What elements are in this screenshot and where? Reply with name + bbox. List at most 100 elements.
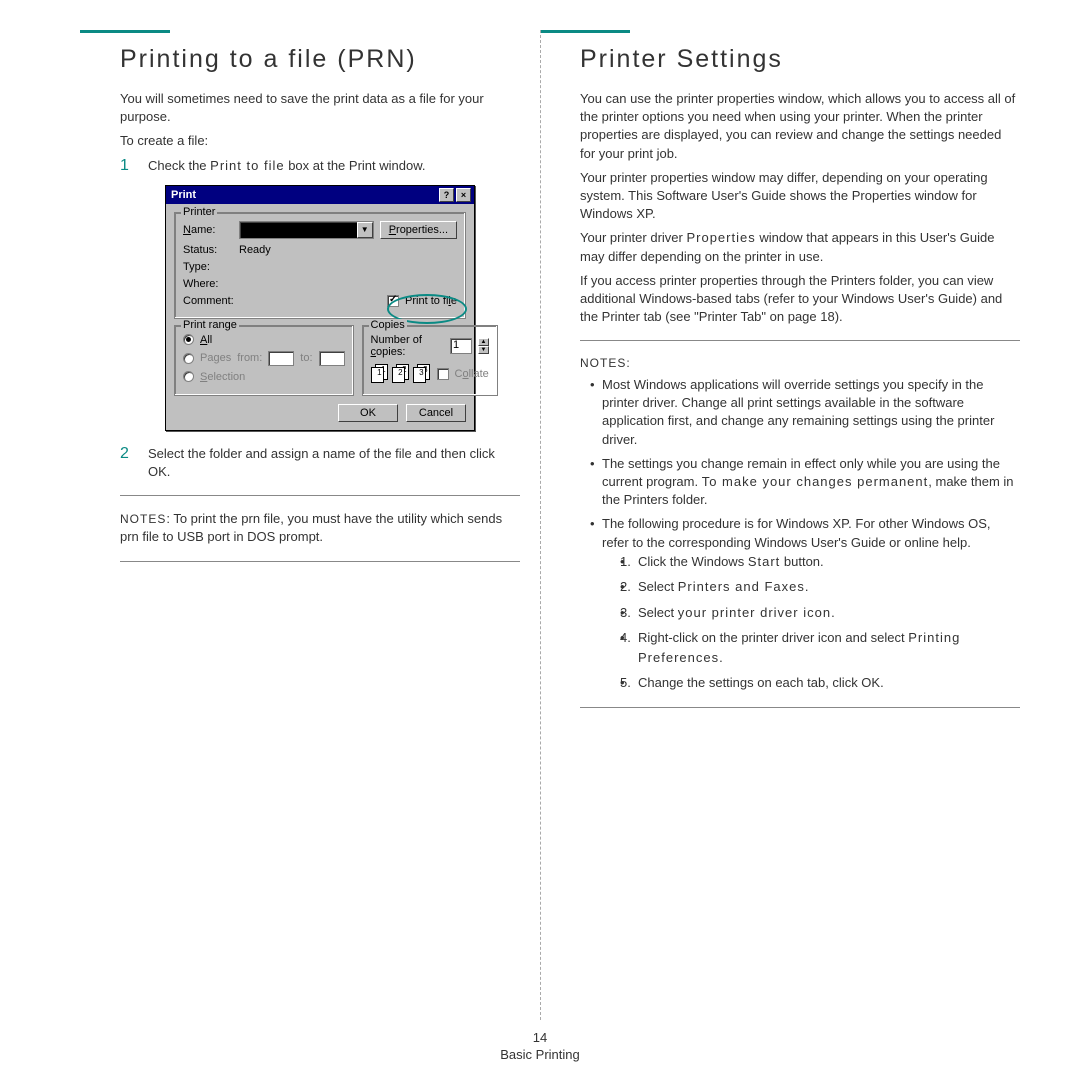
print-dialog: Print ? × Printer Name: ▼ Properties... … bbox=[165, 185, 475, 431]
from-label: from: bbox=[237, 352, 262, 364]
close-button[interactable]: × bbox=[456, 188, 471, 202]
notes-text: : To print the prn file, you must have t… bbox=[120, 511, 502, 544]
s4c: . bbox=[719, 650, 723, 665]
step1-pre: Check the bbox=[148, 158, 210, 173]
combo-arrow-icon[interactable]: ▼ bbox=[357, 222, 373, 238]
b2b: To make your changes permanent bbox=[702, 474, 929, 489]
pages-label: Pages bbox=[200, 352, 231, 364]
num-copies-label: Number of copies: bbox=[371, 334, 439, 358]
notes-label-right: NOTES: bbox=[580, 355, 1020, 372]
s1b: Start bbox=[748, 554, 780, 569]
copies-input[interactable]: 1 bbox=[450, 338, 472, 354]
divider-r2 bbox=[580, 707, 1020, 708]
p4: If you access printer properties through… bbox=[580, 272, 1020, 327]
left-column: Printing to a file (PRN) You will someti… bbox=[40, 30, 540, 960]
type-label: Type: bbox=[183, 261, 233, 273]
intro-text: You will sometimes need to save the prin… bbox=[120, 90, 520, 126]
copies-group: Copies Number of copies: 1 ▲▼ 11 22 33 bbox=[362, 325, 498, 396]
page-number: 14 bbox=[0, 1030, 1080, 1045]
step-1-text: Check the Print to file box at the Print… bbox=[148, 157, 426, 175]
step-1: 1 Check the Print to file box at the Pri… bbox=[120, 157, 520, 175]
collate-checkbox[interactable] bbox=[437, 368, 449, 380]
dialog-title: Print bbox=[169, 189, 437, 201]
p3: Your printer driver Properties window th… bbox=[580, 229, 1020, 265]
p3b: Properties bbox=[686, 230, 755, 245]
print-range-group: Print range All Pages from: to: Selectio… bbox=[174, 325, 354, 396]
notes-label: NOTES bbox=[120, 512, 166, 526]
collate-label: Collate bbox=[455, 368, 489, 380]
properties-button[interactable]: Properties... bbox=[380, 221, 457, 239]
heading-left: Printing to a file (PRN) bbox=[120, 45, 520, 74]
bullet-1: Most Windows applications will override … bbox=[590, 376, 1020, 449]
step-2: 2 Select the folder and assign a name of… bbox=[120, 445, 520, 481]
s4a: Right-click on the printer driver icon a… bbox=[638, 630, 908, 645]
s3c: . bbox=[831, 605, 835, 620]
printer-legend: Printer bbox=[181, 206, 217, 218]
to-label: to: bbox=[300, 352, 312, 364]
printer-group: Printer Name: ▼ Properties... Status:Rea… bbox=[174, 212, 466, 319]
collate-icons: 11 22 33 bbox=[371, 364, 431, 384]
proc-5: 5.Change the settings on each tab, click… bbox=[620, 673, 1020, 693]
bullet-3: The following procedure is for Windows X… bbox=[590, 515, 1020, 692]
divider-line bbox=[120, 495, 520, 496]
step-number: 1 bbox=[120, 157, 134, 175]
dialog-titlebar: Print ? × bbox=[166, 186, 474, 204]
ok-button[interactable]: OK bbox=[338, 404, 398, 422]
s1c: button. bbox=[780, 554, 823, 569]
dialog-button-row: OK Cancel bbox=[174, 402, 466, 424]
selection-label: Selection bbox=[200, 371, 245, 383]
where-label: Where: bbox=[183, 278, 233, 290]
s2c: . bbox=[805, 579, 809, 594]
copies-legend: Copies bbox=[369, 319, 407, 331]
column-divider bbox=[540, 30, 541, 1020]
p2: Your printer properties window may diffe… bbox=[580, 169, 1020, 224]
proc-4: 4.Right-click on the printer driver icon… bbox=[620, 628, 1020, 667]
proc-1: 1.Click the Windows Start button. bbox=[620, 552, 1020, 572]
comment-label: Comment: bbox=[183, 295, 233, 307]
proc-3: 3.Select your printer driver icon. bbox=[620, 603, 1020, 623]
page-footer: 14 Basic Printing bbox=[0, 1030, 1080, 1062]
s3b: your printer driver icon bbox=[678, 605, 831, 620]
range-legend: Print range bbox=[181, 319, 239, 331]
printer-name-combo[interactable]: ▼ bbox=[239, 221, 374, 239]
cancel-button[interactable]: Cancel bbox=[406, 404, 466, 422]
s2b: Printers and Faxes bbox=[678, 579, 805, 594]
right-column: Printer Settings You can use the printer… bbox=[540, 30, 1040, 960]
print-to-file-checkbox[interactable] bbox=[387, 295, 399, 307]
status-label: Status: bbox=[183, 244, 233, 256]
from-input[interactable] bbox=[268, 351, 294, 366]
accent-bar-right bbox=[540, 30, 630, 33]
to-input[interactable] bbox=[319, 351, 345, 366]
s2a: Select bbox=[638, 579, 678, 594]
notes-bullets: Most Windows applications will override … bbox=[580, 376, 1020, 693]
status-value: Ready bbox=[239, 244, 271, 256]
create-label: To create a file: bbox=[120, 132, 520, 150]
radio-selection[interactable] bbox=[183, 371, 194, 382]
help-button[interactable]: ? bbox=[439, 188, 454, 202]
procedure-steps: 1.Click the Windows Start button. 2.Sele… bbox=[602, 552, 1020, 693]
proc-2: 2.Select Printers and Faxes. bbox=[620, 577, 1020, 597]
copies-spinner[interactable]: ▲▼ bbox=[478, 338, 489, 354]
name-label: Name: bbox=[183, 224, 233, 236]
section-label: Basic Printing bbox=[0, 1047, 1080, 1062]
b3-text: The following procedure is for Windows X… bbox=[602, 516, 990, 549]
print-to-file-label: Print to file bbox=[405, 295, 457, 307]
dialog-body: Printer Name: ▼ Properties... Status: Rea… bbox=[166, 204, 474, 430]
p1: You can use the printer properties windo… bbox=[580, 90, 1020, 163]
s3a: Select bbox=[638, 605, 678, 620]
radio-all[interactable] bbox=[183, 334, 194, 345]
p3a: Your printer driver bbox=[580, 230, 686, 245]
bullet-2: The settings you change remain in effect… bbox=[590, 455, 1020, 510]
step1-post: box at the Print window. bbox=[285, 158, 426, 173]
accent-bar-left bbox=[80, 30, 170, 33]
radio-pages[interactable] bbox=[183, 353, 194, 364]
step-number-2: 2 bbox=[120, 445, 134, 481]
step-2-text: Select the folder and assign a name of t… bbox=[148, 445, 520, 481]
divider-line-2 bbox=[120, 561, 520, 562]
heading-right: Printer Settings bbox=[580, 45, 1020, 74]
s1a: Click the Windows bbox=[638, 554, 748, 569]
s5: Change the settings on each tab, click O… bbox=[638, 675, 884, 690]
divider-r1 bbox=[580, 340, 1020, 341]
step1-bold: Print to file bbox=[210, 158, 284, 173]
notes-paragraph: NOTES: To print the prn file, you must h… bbox=[120, 510, 520, 546]
